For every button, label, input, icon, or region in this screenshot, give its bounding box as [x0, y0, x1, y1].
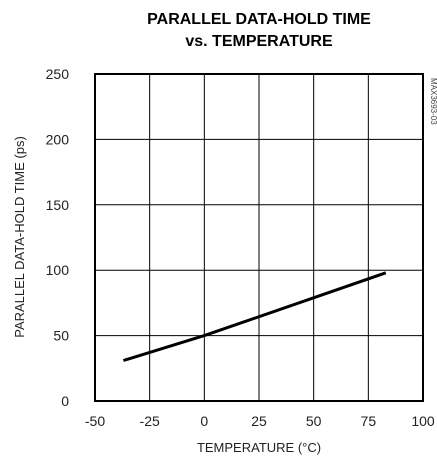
y-tick-label: 150: [46, 197, 70, 213]
series-layer: [122, 271, 387, 362]
y-tick-label: 50: [53, 328, 69, 344]
x-tick-labels: -50 -25 0 25 50 75 100: [85, 413, 435, 429]
plot-frame: [94, 73, 424, 402]
x-tick-label: 75: [361, 413, 377, 429]
x-tick-label: -50: [85, 413, 105, 429]
y-tick-label: 0: [61, 393, 69, 409]
x-tick-label: -25: [140, 413, 160, 429]
figure-code: MAX3693-03: [429, 78, 437, 125]
y-tick-label: 200: [46, 131, 70, 147]
y-axis-label: PARALLEL DATA-HOLD TIME (ps): [12, 136, 27, 338]
x-tick-label: 25: [251, 413, 267, 429]
x-tick-label: 100: [411, 413, 435, 429]
x-tick-label: 50: [306, 413, 322, 429]
grid: [95, 74, 423, 401]
chart-subtitle: vs. TEMPERATURE: [185, 33, 333, 50]
series-line: [122, 271, 387, 362]
y-tick-labels: 0 50 100 150 200 250: [46, 66, 70, 409]
x-axis-label: TEMPERATURE (°C): [197, 440, 321, 455]
y-tick-label: 100: [46, 262, 70, 278]
y-tick-label: 250: [46, 66, 70, 82]
x-tick-label: 0: [200, 413, 208, 429]
chart-title: PARALLEL DATA-HOLD TIME: [147, 11, 371, 28]
